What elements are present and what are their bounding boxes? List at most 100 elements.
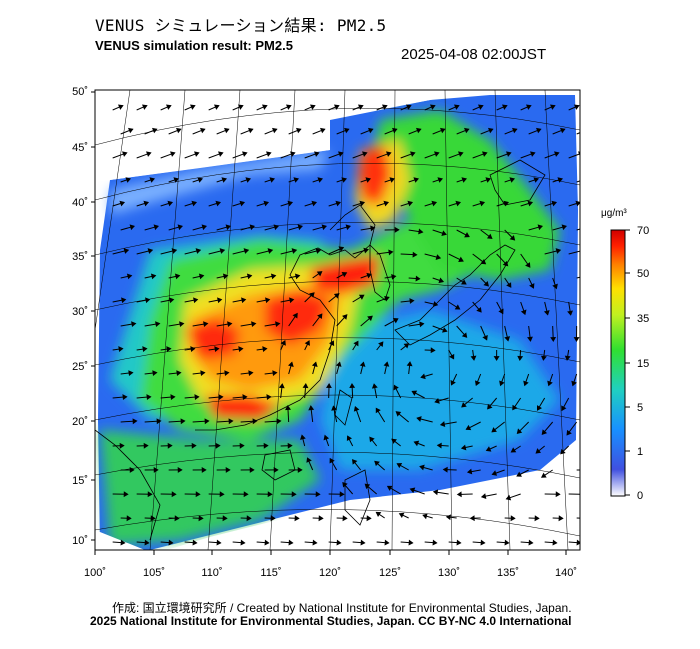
wind-arrow-head	[198, 515, 204, 522]
wind-arrow-head	[419, 321, 425, 328]
wind-arrow-head	[367, 315, 373, 322]
wind-arrow-head	[147, 248, 154, 254]
wind-arrow-head	[358, 104, 364, 110]
wind-arrow-head	[314, 151, 320, 157]
wind-arrow-head	[576, 539, 580, 546]
wind-arrow-head	[147, 491, 153, 498]
wind-arrow-head	[156, 418, 162, 425]
lat-tick: 35˚	[72, 251, 88, 263]
wind-arrow-head	[346, 435, 353, 442]
wind-arrow-head	[239, 442, 245, 449]
wind-arrow-head	[345, 224, 352, 231]
wind-arrow-head	[469, 515, 475, 522]
wind-arrow-head	[120, 539, 126, 546]
wind-arrow-head	[566, 429, 572, 436]
wind-arrow-head	[306, 457, 312, 463]
wind-arrow-head	[455, 200, 462, 207]
coast-hokkaido	[489, 159, 546, 206]
wind-arrow-head	[225, 467, 231, 473]
coast-honshu	[394, 244, 516, 346]
wind-arrow-head	[143, 442, 149, 449]
coast-philippines	[344, 469, 371, 526]
wind-arrow-head	[297, 467, 303, 473]
wind-arrow-head	[586, 225, 590, 229]
wind-arrow-head	[190, 346, 196, 353]
wind-arrow-head	[341, 272, 348, 278]
wind-arrow-head	[523, 380, 529, 387]
wind-arrow-head	[499, 380, 505, 387]
wind-arrow-head	[142, 346, 148, 353]
wind-arrow-head	[121, 297, 127, 304]
wind-arrow-head	[564, 355, 571, 361]
lat-tick: 40˚	[72, 197, 88, 209]
colorbar-tick: 5	[637, 402, 643, 414]
wind-arrow-head	[551, 200, 558, 207]
wind-arrow-head	[201, 467, 207, 473]
colorbar-tick: 0	[637, 490, 643, 502]
wind-arrow-head	[266, 151, 272, 157]
wind-arrow-head	[334, 104, 340, 110]
wind-arrow-head	[488, 127, 494, 134]
wind-arrow-head	[349, 383, 356, 389]
wind-arrow-head	[529, 283, 535, 289]
colorbar	[610, 229, 626, 497]
wind-arrow-head	[203, 321, 209, 328]
wind-arrow-head	[530, 151, 536, 157]
wind-arrow-head	[464, 232, 470, 238]
coast-hainan	[261, 449, 296, 481]
wind-arrow-head	[321, 224, 328, 231]
wind-arrow-head	[479, 200, 486, 207]
wind-arrow-head	[170, 394, 176, 401]
wind-arrow-head	[438, 277, 445, 284]
wind-arrow-head	[516, 428, 523, 434]
wind-arrow-head	[393, 384, 399, 391]
wind-arrow-head	[584, 274, 588, 278]
wind-arrow-head	[450, 379, 456, 386]
wind-arrow-head	[476, 306, 482, 313]
wind-arrow-head	[286, 104, 292, 110]
wind-arrow-head	[516, 471, 522, 477]
wind-arrow-head	[456, 539, 462, 546]
wind-arrow-head	[434, 151, 440, 157]
wind-arrow-head	[315, 491, 321, 498]
wind-arrow-head	[432, 489, 439, 496]
wind-arrow-head	[391, 273, 397, 280]
outside-domain-corner	[95, 530, 145, 550]
wind-arrow-head	[325, 383, 332, 389]
wind-arrow-head	[374, 460, 380, 467]
wind-arrow-head	[502, 260, 509, 267]
wind-arrow-head	[440, 127, 446, 134]
wind-arrow-head	[454, 104, 460, 110]
wind-arrow-head	[262, 104, 268, 110]
wind-arrow-head	[369, 436, 375, 443]
wind-arrow-head	[344, 127, 350, 134]
wind-arrow-head	[504, 539, 510, 546]
wind-arrow-head	[560, 127, 566, 134]
wind-arrow-head	[386, 485, 393, 491]
colorbar-tick: 1	[637, 446, 643, 458]
wind-arrow-head	[153, 224, 160, 231]
wind-arrow-head	[129, 467, 135, 473]
wind-arrow-head	[335, 361, 342, 367]
wind-arrow-head	[166, 346, 172, 353]
wind-arrow-head	[225, 224, 232, 231]
lon-tick: 120˚	[319, 567, 341, 579]
wind-arrow-head	[503, 200, 510, 207]
wind-arrow-head	[437, 177, 444, 183]
wind-arrow-head	[177, 224, 184, 231]
wind-arrow-head	[378, 341, 384, 348]
wind-arrow-head	[288, 361, 294, 368]
wind-arrow-head	[547, 380, 553, 387]
wind-arrow-head	[552, 283, 558, 290]
wind-arrow-head	[456, 491, 462, 498]
wind-arrow-head	[302, 383, 309, 389]
wind-arrow-head	[527, 336, 533, 342]
wind-arrow-head	[129, 224, 136, 231]
wind-arrow-head	[270, 273, 277, 280]
wind-arrow-head	[198, 273, 205, 280]
wind-arrow-head	[123, 248, 130, 254]
wind-arrow-head	[288, 539, 294, 546]
wind-arrow-head	[416, 127, 422, 134]
wind-arrow-head	[554, 151, 560, 157]
